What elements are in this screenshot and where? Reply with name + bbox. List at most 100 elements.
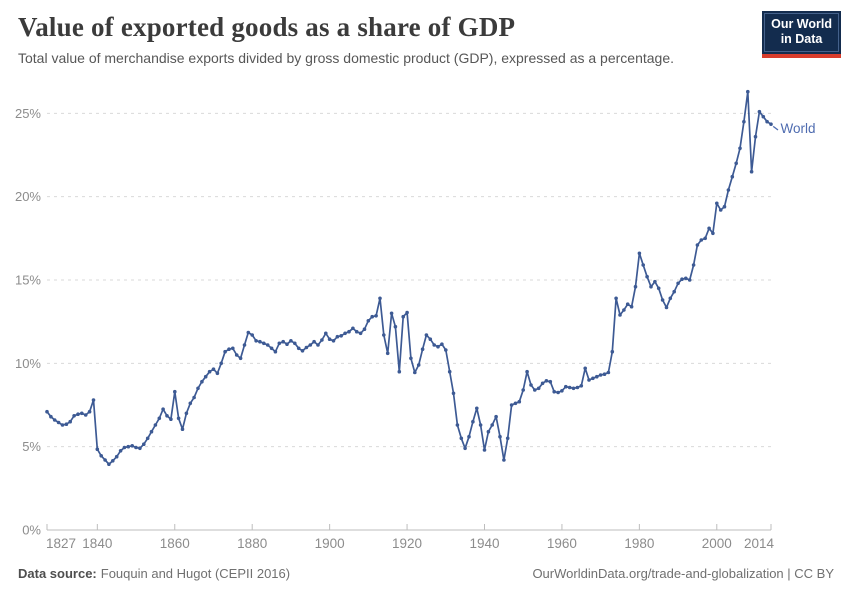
data-point-1874 [227,347,231,352]
x-tick-label-1960: 1960 [547,536,577,551]
data-point-1959 [556,390,560,395]
data-point-1930 [444,348,448,352]
data-point-1942 [490,423,495,427]
data-point-1872 [219,361,223,366]
data-point-1956 [544,379,549,383]
data-point-2014 [769,122,773,126]
data-point-1897 [316,343,320,347]
data-point-1867 [200,379,204,384]
data-point-1857 [161,407,165,412]
data-point-1842 [103,458,107,462]
owid-logo-text: Our World in Data [764,13,839,52]
data-point-1915 [385,351,390,356]
data-point-1907 [354,329,359,334]
data-point-1960 [560,389,564,393]
data-point-1925 [424,333,429,337]
data-point-1927 [432,343,437,347]
data-point-1876 [234,353,239,357]
data-point-1948 [513,401,518,406]
data-point-2008 [746,89,750,94]
data-point-1873 [223,349,227,354]
data-point-1886 [273,349,278,354]
data-point-1829 [52,418,57,422]
data-point-1984 [653,279,657,284]
data-point-1853 [145,436,150,441]
data-point-1963 [571,386,576,391]
data-point-2010 [753,134,758,139]
x-tick-label-1860: 1860 [160,536,190,551]
data-point-1992 [684,276,688,281]
data-point-1939 [478,423,483,427]
data-point-1835 [76,412,80,417]
data-point-1949 [517,399,522,404]
data-point-1935 [463,446,467,451]
data-point-1986 [660,298,665,302]
data-point-1943 [494,414,498,419]
data-point-1961 [564,384,568,389]
credits-link[interactable]: OurWorldinData.org/trade-and-globalizati… [532,566,834,581]
owid-logo[interactable]: Our World in Data [762,11,841,58]
y-tick-label-10%: 10% [15,356,41,371]
x-tick-label-2014: 2014 [744,536,775,551]
data-point-1906 [351,326,355,331]
data-point-1946 [505,436,510,441]
data-point-1864 [188,401,193,406]
data-point-1832 [64,422,69,427]
x-tick-label-1840: 1840 [82,536,112,551]
data-point-1841 [99,454,103,458]
data-point-1898 [320,338,324,342]
data-point-1861 [176,416,181,421]
data-point-1937 [471,419,475,424]
data-point-1895 [308,343,313,347]
data-point-1851 [138,446,142,451]
data-point-1982 [645,274,649,279]
data-point-1928 [436,344,440,349]
data-point-1978 [629,304,634,309]
data-point-1934 [459,436,464,441]
x-tick-label-1827: 1827 [46,536,76,551]
data-point-1979 [633,284,638,289]
data-point-1953 [533,388,537,392]
data-point-1991 [680,277,684,282]
data-point-1919 [401,314,406,319]
data-point-1843 [107,462,111,467]
data-point-1910 [366,319,371,323]
data-source-value: Fouquin and Hugot (CEPII 2016) [100,566,291,581]
world-series-line [46,90,772,466]
data-point-2013 [765,119,769,124]
data-source: Data source: Fouquin and Hugot (CEPII 201… [18,566,290,581]
data-point-1954 [536,386,541,391]
data-point-1845 [114,454,119,459]
data-point-1860 [173,389,177,394]
data-point-1964 [575,385,580,390]
data-point-1840 [95,447,100,452]
data-point-1858 [165,414,169,418]
y-tick-label-5%: 5% [22,439,41,454]
data-point-1830 [56,420,61,425]
y-tick-label-15%: 15% [15,272,41,287]
data-point-1908 [358,331,363,336]
data-point-2012 [761,114,766,119]
data-point-1884 [265,343,270,347]
data-point-1958 [552,389,556,394]
data-point-1981 [641,263,645,267]
data-point-1831 [60,423,65,427]
data-point-1849 [130,444,134,448]
x-tick-label-1940: 1940 [469,536,499,551]
data-point-1889 [285,342,289,347]
owid-logo-line2: in Data [780,31,823,46]
data-point-1881 [254,339,258,343]
data-point-1929 [440,342,444,347]
data-point-1994 [691,263,696,267]
data-point-1983 [649,284,653,289]
data-point-1875 [231,346,235,351]
data-point-1922 [413,370,417,375]
data-point-1846 [118,449,123,453]
data-point-1828 [49,414,53,419]
data-point-2006 [738,146,742,151]
data-point-1833 [68,419,72,424]
world-series-label[interactable]: World [781,121,816,136]
data-point-1904 [343,331,347,336]
data-point-1952 [529,383,533,387]
